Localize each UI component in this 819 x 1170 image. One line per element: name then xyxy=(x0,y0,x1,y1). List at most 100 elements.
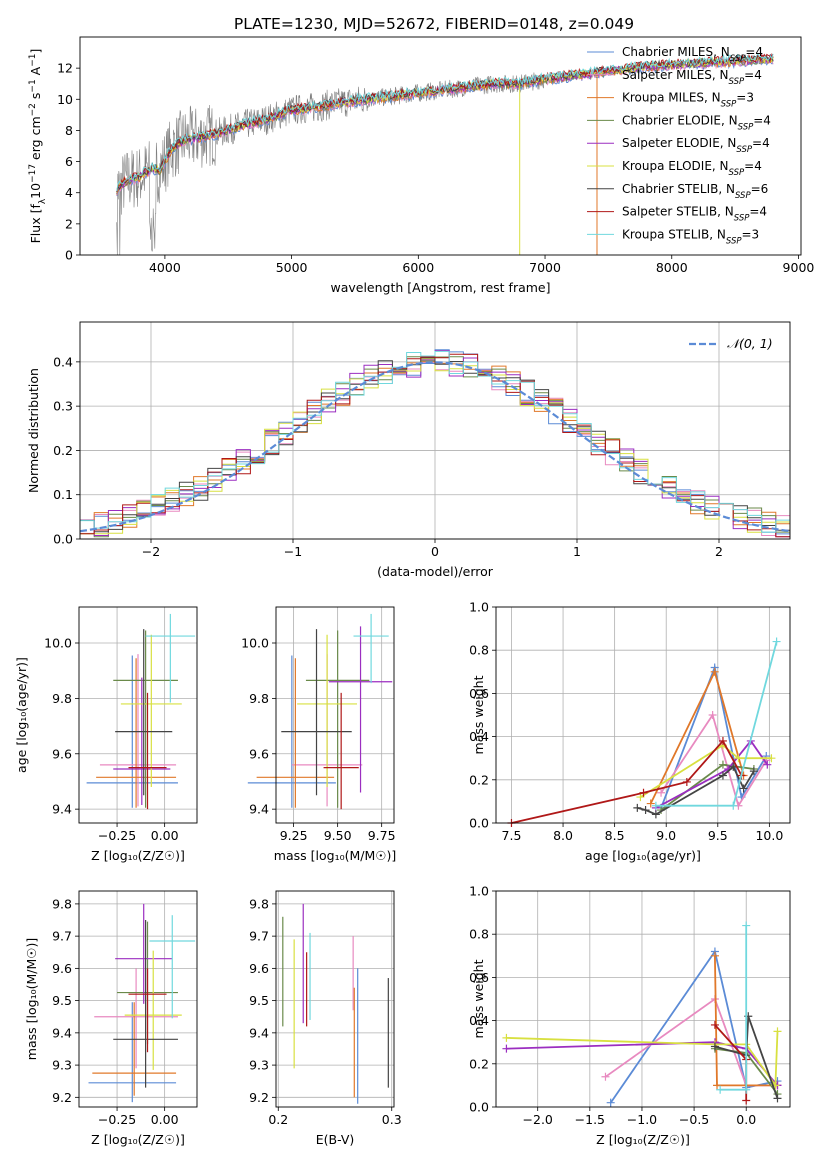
x-axis-label: Z [log₁₀(Z/Z☉)] xyxy=(91,1132,185,1147)
legend-entry: Chabrier ELODIE, NSSP=4 xyxy=(622,113,771,132)
series-marker xyxy=(742,1085,751,1094)
y-tick-label: 10 xyxy=(57,92,73,107)
x-tick-label: 2 xyxy=(715,544,723,559)
x-tick-label: 1 xyxy=(573,544,581,559)
series-line-kroupa-stelib xyxy=(655,641,778,807)
series-marker xyxy=(716,1085,725,1094)
ylabel-part: Flux [f xyxy=(28,204,43,244)
x-tick-label: 0.0 xyxy=(736,1112,756,1127)
legend-text: Salpeter MILES, N xyxy=(622,68,729,82)
series-marker xyxy=(651,801,660,810)
legend-entry: Chabrier STELIB, NSSP=6 xyxy=(622,182,768,201)
series-marker xyxy=(639,788,648,797)
axes-frame xyxy=(275,890,395,1108)
y-tick-label: 2 xyxy=(65,216,73,231)
histogram-kroupa-stelib xyxy=(80,350,790,538)
y-tick-label: 0.3 xyxy=(53,399,73,414)
y-tick-label: 9.3 xyxy=(52,1058,72,1073)
legend-text: Chabrier STELIB, N xyxy=(622,182,735,196)
series-marker xyxy=(718,771,727,780)
x-tick-label: 7.5 xyxy=(502,828,522,843)
legend-entry: Kroupa ELODIE, NSSP=4 xyxy=(622,159,762,178)
legend-tail: =4 xyxy=(744,159,762,173)
massweight-vs-metallicity-plot: −2.0 −1.5 −1.0 −0.5 0.0 0.0 0.2 0.4 0.6 0.8 1.0 Z [… xyxy=(469,884,791,1147)
x-tick-label: −1.0 xyxy=(627,1112,657,1127)
legend-sub: SSP xyxy=(729,168,745,178)
x-tick-label: 9000 xyxy=(783,260,815,275)
legend-sub: SSP xyxy=(730,54,746,64)
series-marker xyxy=(641,806,650,815)
legend-text: Kroupa ELODIE, N xyxy=(622,159,729,173)
y-tick-label: 9.8 xyxy=(249,896,269,911)
legend-sub: SSP xyxy=(729,77,745,87)
y-tick-label: 9.6 xyxy=(52,961,72,976)
y-tick-label: 9.4 xyxy=(52,1025,72,1040)
series-marker xyxy=(710,667,719,676)
age-vs-metallicity-plot: −0.25 0.00 9.4 9.6 9.8 10.0 Z [log₁₀(Z/Z☉)] age… xyxy=(14,606,198,863)
y-tick-label: 10.0 xyxy=(44,636,72,651)
y-tick-label: 0.4 xyxy=(53,354,73,369)
y-tick-label: 9.3 xyxy=(249,1058,269,1073)
legend-sub: SSP xyxy=(735,191,751,201)
series-line-chabrier-miles xyxy=(609,949,778,1104)
legend-tail: =6 xyxy=(751,182,769,196)
series-marker xyxy=(734,754,743,763)
mass-vs-ebv-plot: 0.2 0.3 9.2 9.3 9.4 9.5 9.6 9.7 9.8 E(B-V) xyxy=(249,890,402,1147)
massweight-vs-age-plot: 7.5 8.0 8.5 9.0 9.5 10.0 0.0 0.2 0.4 0.6 0.8 1.0 age… xyxy=(469,600,791,863)
residual-histogram-plot: −2 −1 0 1 2 0.0 0.1 0.2 0.3 0.4 (data-model)/error… xyxy=(26,321,791,579)
series-line-salpeter-stelib xyxy=(511,739,743,824)
y-axis-label: mass weight xyxy=(471,959,486,1038)
x-tick-label: 0.00 xyxy=(151,828,179,843)
y-tick-label: 9.2 xyxy=(249,1090,269,1105)
y-tick-label: 9.4 xyxy=(249,1025,269,1040)
series-marker xyxy=(763,760,772,769)
data-spectrum xyxy=(116,54,774,255)
series-marker xyxy=(772,637,781,646)
x-tick-label: 8000 xyxy=(656,260,688,275)
legend-entry: 𝒩(0, 1) xyxy=(727,336,773,351)
axes-frame xyxy=(78,606,198,824)
ylabel-part: λ xyxy=(38,198,48,204)
legend-tail: =4 xyxy=(752,136,770,150)
series-marker xyxy=(601,1072,610,1081)
y-tick-label: 0.2 xyxy=(469,1056,489,1071)
series-marker xyxy=(773,1027,782,1036)
ylabel-part: s xyxy=(28,93,43,104)
x-axis-label: wavelength [Angstrom, rest frame] xyxy=(330,280,550,295)
y-tick-label: 0.1 xyxy=(53,487,73,502)
x-tick-label: −1.5 xyxy=(575,1112,605,1127)
y-tick-label: 9.8 xyxy=(249,691,269,706)
legend-entry: Salpeter ELODIE, NSSP=4 xyxy=(622,136,770,155)
y-tick-label: 0.4 xyxy=(469,729,489,744)
series-marker xyxy=(718,736,727,745)
series-marker xyxy=(773,1094,782,1103)
ylabel-part: A xyxy=(28,66,43,79)
ylabel-part: −1 xyxy=(28,79,38,92)
y-tick-label: 12 xyxy=(57,61,73,76)
y-tick-label: 9.8 xyxy=(52,896,72,911)
ylabel-part: −17 xyxy=(28,164,38,183)
legend-entry: Salpeter MILES, NSSP=4 xyxy=(622,68,762,87)
ylabel-part: −1 xyxy=(28,54,38,67)
axes-frame xyxy=(495,606,791,824)
series-marker xyxy=(646,799,655,808)
axes-frame xyxy=(78,890,198,1108)
y-tick-label: 9.6 xyxy=(249,961,269,976)
legend-tail: =4 xyxy=(745,45,763,59)
y-tick-label: 0 xyxy=(65,248,73,263)
x-axis-label: Z [log₁₀(Z/Z☉)] xyxy=(596,1132,690,1147)
series-marker xyxy=(713,1081,722,1090)
legend-entry: Kroupa MILES, NSSP=3 xyxy=(622,91,754,110)
model-spectrum-kroupa-stelib xyxy=(116,52,774,192)
legend-text: Chabrier MILES, N xyxy=(622,45,730,59)
legend-tail: =3 xyxy=(736,91,754,105)
x-axis-label: mass [log₁₀(M/M☉)] xyxy=(274,848,396,863)
x-tick-label: 9.0 xyxy=(656,828,676,843)
y-tick-label: 9.5 xyxy=(52,993,72,1008)
y-tick-label: 0.6 xyxy=(469,686,489,701)
y-tick-label: 10.0 xyxy=(241,636,269,651)
y-tick-label: 9.4 xyxy=(249,802,269,817)
legend-sub: SSP xyxy=(726,236,742,246)
series-marker xyxy=(606,1098,615,1107)
series-line-salpeter-miles xyxy=(660,712,768,808)
